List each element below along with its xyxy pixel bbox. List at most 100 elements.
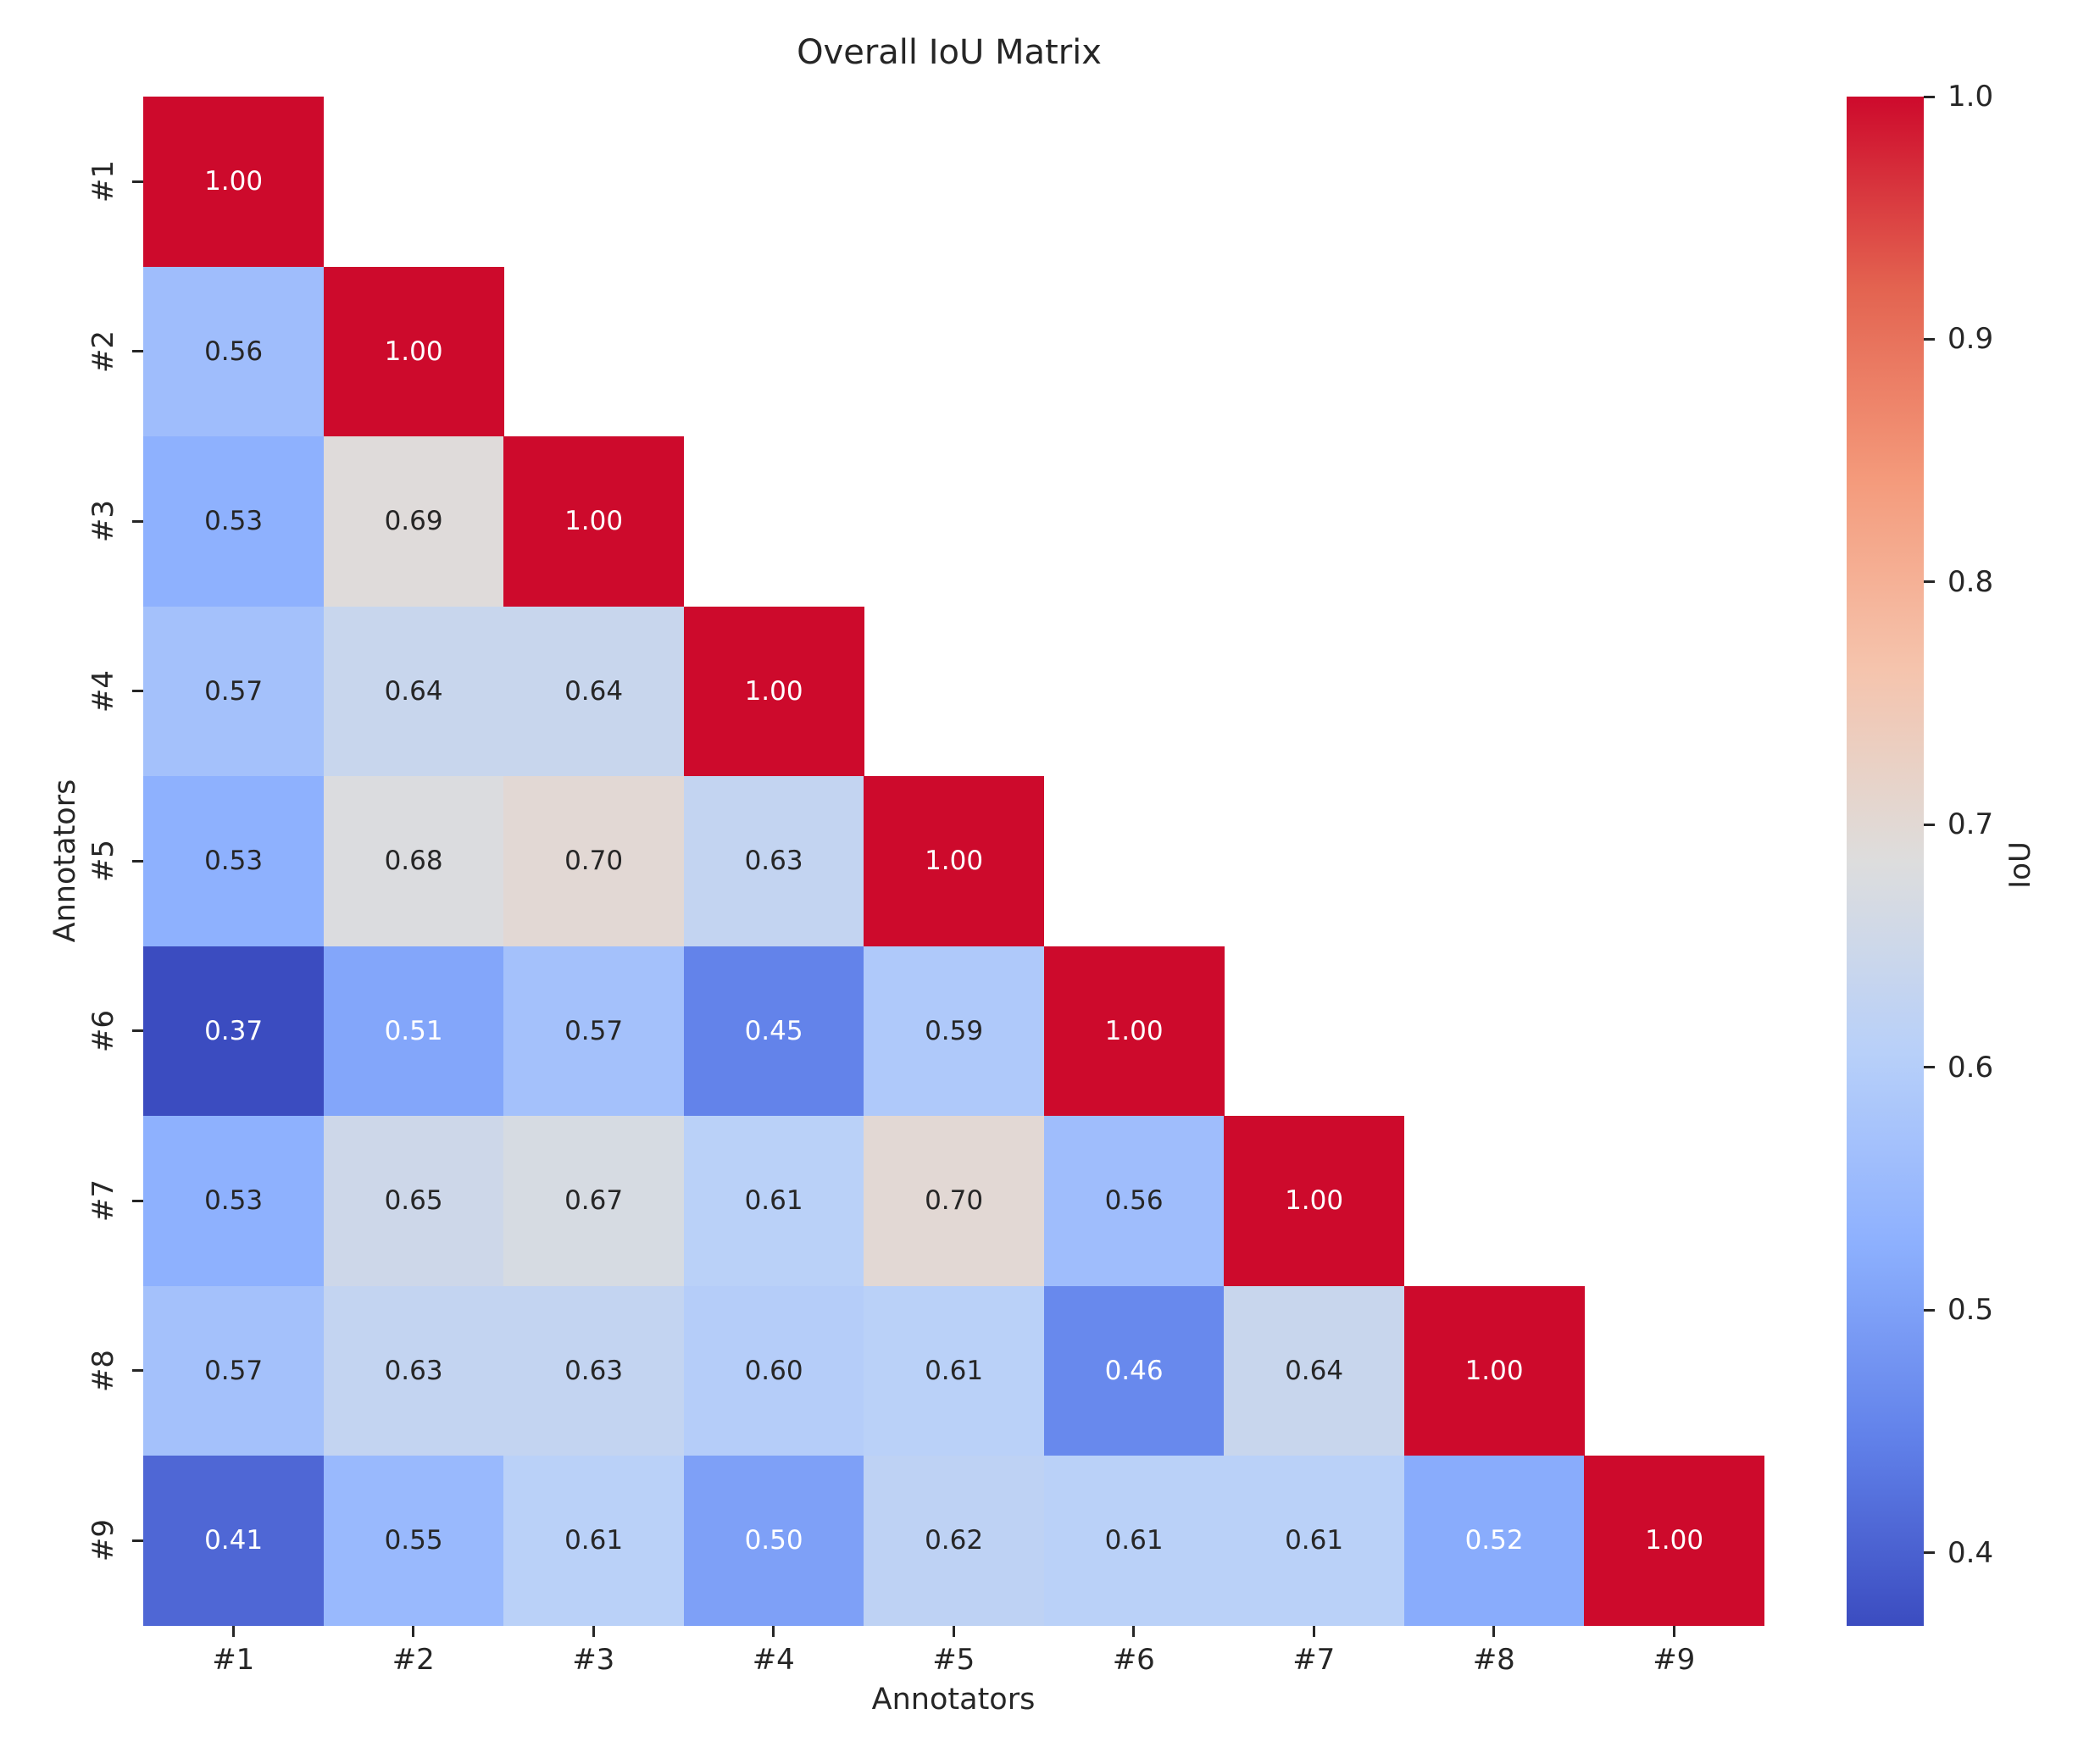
- heatmap-cell: 1.00: [1043, 946, 1225, 1117]
- heatmap-cell: 0.52: [1403, 1456, 1585, 1627]
- x-tick-mark: [1492, 1625, 1496, 1637]
- heatmap-cell: 1.00: [683, 606, 864, 777]
- cell-value: 0.63: [384, 1355, 443, 1386]
- x-tick-label: #6: [1112, 1643, 1155, 1677]
- heatmap-cell: 0.57: [143, 606, 325, 777]
- y-tick-label: #2: [86, 330, 120, 373]
- x-tick-mark: [231, 1625, 235, 1637]
- x-tick-mark: [772, 1625, 775, 1637]
- cell-value: 0.57: [204, 675, 264, 707]
- colorbar-tick-mark: [1924, 1066, 1935, 1069]
- y-tick-mark: [132, 350, 143, 353]
- heatmap-cell: 1.00: [323, 266, 504, 437]
- y-tick-label: #5: [86, 840, 120, 883]
- heatmap-cell: 0.61: [1043, 1456, 1225, 1627]
- x-tick-label: #8: [1472, 1643, 1515, 1677]
- page-title: Overall IoU Matrix: [797, 33, 1102, 72]
- cell-value: 1.00: [1285, 1185, 1344, 1217]
- cell-value: 0.46: [1104, 1355, 1164, 1386]
- y-tick-label: #7: [86, 1179, 120, 1223]
- heatmap-cell: 0.51: [323, 946, 504, 1117]
- x-tick-label: #3: [572, 1643, 615, 1677]
- y-tick-label: #1: [86, 160, 120, 203]
- cell-value: 0.61: [744, 1185, 803, 1217]
- heatmap-cell: 0.60: [683, 1285, 864, 1456]
- y-tick-mark: [132, 859, 143, 863]
- cell-value: 0.53: [204, 1185, 264, 1217]
- colorbar-tick-label: 0.4: [1947, 1535, 1994, 1570]
- y-tick-mark: [132, 180, 143, 183]
- cell-value: 1.00: [1645, 1525, 1704, 1556]
- cell-value: 0.70: [564, 846, 624, 877]
- cell-value: 0.55: [384, 1525, 443, 1556]
- heatmap-plot-area: 1.00 0.56 1.00 0.53 0.69 1.00 0.57 0.64 0.64 1.00…: [143, 97, 1765, 1627]
- cell-value: 0.41: [204, 1525, 264, 1556]
- cell-value: 0.60: [744, 1355, 803, 1386]
- cell-value: 0.68: [384, 846, 443, 877]
- x-tick-mark: [952, 1625, 955, 1637]
- y-tick-mark: [132, 1369, 143, 1373]
- colorbar-gradient: [1847, 97, 1924, 1626]
- cell-value: 0.56: [204, 336, 264, 367]
- cell-value: 0.59: [925, 1015, 984, 1046]
- x-tick-label: #4: [752, 1643, 795, 1677]
- x-axis-label: Annotators: [871, 1683, 1036, 1717]
- heatmap-cell: 0.59: [864, 946, 1045, 1117]
- heatmap-cell: 0.56: [143, 266, 325, 437]
- x-tick-label: #5: [932, 1643, 975, 1677]
- colorbar-tick-mark: [1924, 337, 1935, 341]
- cell-value: 0.51: [384, 1015, 443, 1046]
- heatmap-cell: 0.63: [503, 1285, 685, 1456]
- heatmap-cell: 0.55: [323, 1456, 504, 1627]
- heatmap-cell: 0.70: [864, 1116, 1045, 1287]
- cell-value: 0.45: [744, 1015, 803, 1046]
- heatmap-cell: 0.45: [683, 946, 864, 1117]
- cell-value: 0.61: [1104, 1525, 1164, 1556]
- cell-value: 0.50: [744, 1525, 803, 1556]
- heatmap-cell: 0.61: [683, 1116, 864, 1287]
- cell-value: 1.00: [204, 166, 264, 197]
- x-tick-label: #1: [212, 1643, 255, 1677]
- heatmap-cell: 0.63: [683, 776, 864, 947]
- colorbar-tick-mark: [1924, 580, 1935, 584]
- y-tick-label: #3: [86, 500, 120, 543]
- cell-value: 0.37: [204, 1015, 264, 1046]
- cell-value: 1.00: [564, 506, 624, 537]
- cell-value: 0.56: [1104, 1185, 1164, 1217]
- y-tick-label: #8: [86, 1349, 120, 1392]
- colorbar-tick-mark: [1924, 1551, 1935, 1555]
- y-tick-mark: [132, 690, 143, 693]
- cell-value: 0.61: [1285, 1525, 1344, 1556]
- heatmap-cell: 0.69: [323, 436, 504, 607]
- heatmap-cell: 0.65: [323, 1116, 504, 1287]
- heatmap-cell: 1.00: [1403, 1285, 1585, 1456]
- colorbar-tick-label: 0.6: [1947, 1050, 1994, 1084]
- heatmap-cell: 0.67: [503, 1116, 685, 1287]
- x-tick-label: #7: [1292, 1643, 1336, 1677]
- heatmap-cell: 0.50: [683, 1456, 864, 1627]
- heatmap-cell: 0.56: [1043, 1116, 1225, 1287]
- cell-value: 0.64: [564, 675, 624, 707]
- colorbar-tick-mark: [1924, 823, 1935, 826]
- heatmap-cell: 0.61: [864, 1285, 1045, 1456]
- cell-value: 1.00: [744, 675, 803, 707]
- heatmap-cell: 1.00: [143, 97, 325, 268]
- cell-value: 0.69: [384, 506, 443, 537]
- heatmap-cell: 0.61: [1224, 1456, 1405, 1627]
- y-axis-label: Annotators: [48, 779, 82, 943]
- cell-value: 0.53: [204, 846, 264, 877]
- y-tick-mark: [132, 1199, 143, 1202]
- x-tick-label: #9: [1653, 1643, 1696, 1677]
- y-tick-label: #4: [86, 669, 120, 713]
- cell-value: 0.63: [744, 846, 803, 877]
- colorbar-tick-mark: [1924, 1308, 1935, 1312]
- colorbar-tick-label: 0.7: [1947, 807, 1994, 842]
- heatmap-cell: 0.53: [143, 776, 325, 947]
- cell-value: 1.00: [384, 336, 443, 367]
- heatmap-cell: 0.37: [143, 946, 325, 1117]
- heatmap-cell: 1.00: [864, 776, 1045, 947]
- cell-value: 0.64: [384, 675, 443, 707]
- heatmap-cell: 0.62: [864, 1456, 1045, 1627]
- heatmap-cell: 0.64: [1224, 1285, 1405, 1456]
